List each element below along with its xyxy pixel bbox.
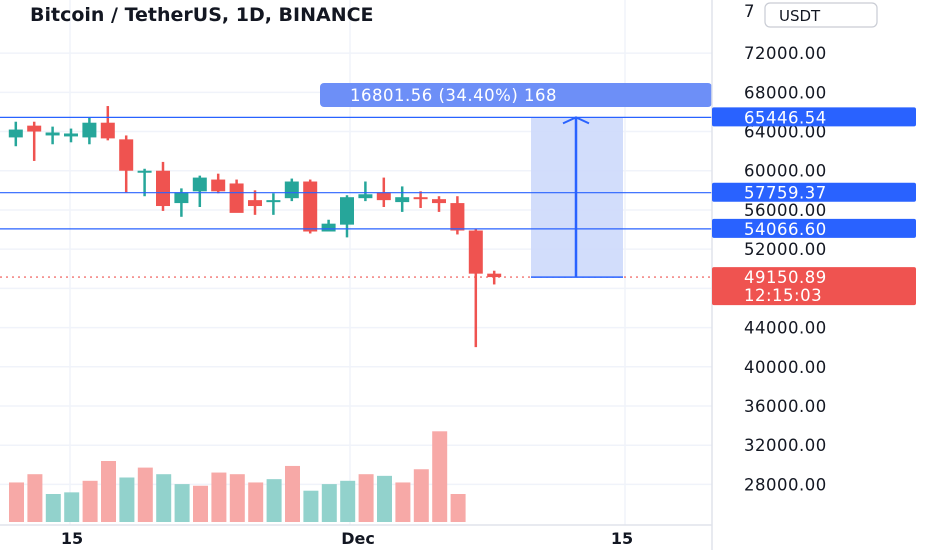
volume-bar	[248, 482, 264, 522]
candle-body[interactable]	[340, 197, 354, 225]
candle-body[interactable]	[174, 192, 189, 204]
volume-bar	[377, 475, 392, 522]
y-tick-label: 44000.00	[744, 319, 827, 338]
price-line-label-box	[712, 182, 916, 202]
y-tick-label: 7	[744, 2, 755, 21]
candle-body[interactable]	[45, 132, 60, 136]
candle-body[interactable]	[468, 230, 483, 274]
y-tick-label: 60000.00	[744, 162, 827, 181]
volume-bar	[101, 461, 116, 522]
volume-bar	[413, 469, 429, 522]
x-tick-label: Dec	[341, 529, 375, 548]
volume-bar	[450, 494, 466, 522]
candle-body[interactable]	[395, 197, 410, 203]
volume-bar	[27, 474, 43, 522]
candle-body[interactable]	[64, 133, 78, 137]
last-price-label-box	[712, 267, 916, 306]
currency-button-label: USDT	[779, 7, 821, 25]
volume-bar	[358, 474, 374, 522]
candle-body[interactable]	[303, 181, 318, 232]
measure-label-box	[320, 83, 712, 107]
candle-body[interactable]	[211, 179, 226, 192]
volume-bar	[156, 474, 172, 522]
volume-bar	[174, 484, 190, 522]
volume-bar	[266, 479, 282, 522]
volume-bar	[137, 467, 153, 522]
volume-bar	[285, 465, 300, 522]
last-price-label: 49150.89	[744, 268, 827, 287]
candle-body[interactable]	[8, 129, 23, 138]
volume-bar	[45, 494, 61, 522]
candle-body[interactable]	[82, 122, 97, 138]
volume-bar	[395, 482, 411, 522]
volume-bar	[340, 480, 356, 522]
candle-body[interactable]	[450, 203, 465, 231]
candle-body[interactable]	[284, 181, 299, 199]
candle-body[interactable]	[156, 170, 170, 207]
candle-body[interactable]	[119, 139, 134, 171]
volume-bar	[303, 490, 319, 522]
y-tick-label: 40000.00	[744, 358, 827, 377]
volume-bar	[82, 480, 98, 522]
candle-body[interactable]	[376, 192, 391, 201]
price-line-label-box	[712, 107, 916, 127]
chart-title: Bitcoin / TetherUS, 1D, BINANCE	[30, 4, 374, 26]
volume-bar	[321, 484, 337, 522]
candle-body[interactable]	[432, 199, 446, 204]
y-tick-label: 36000.00	[744, 397, 827, 416]
volume-bar	[229, 474, 245, 522]
candle-body[interactable]	[100, 122, 115, 139]
y-tick-label: 28000.00	[744, 475, 827, 494]
price-line-label: 57759.37	[744, 184, 827, 203]
price-line-label: 54066.60	[744, 220, 827, 239]
y-tick-label: 52000.00	[744, 240, 827, 259]
countdown-label: 12:15:03	[744, 286, 822, 305]
volume-bar	[432, 431, 448, 522]
volume-bar	[211, 472, 227, 522]
y-tick-label: 56000.00	[744, 201, 827, 220]
y-tick-label: 72000.00	[744, 44, 827, 63]
candle-body[interactable]	[192, 177, 207, 192]
x-tick-label: 15	[611, 529, 633, 548]
volume-bar	[193, 485, 208, 522]
volume-bar	[119, 477, 135, 522]
candle-body[interactable]	[266, 200, 281, 203]
candle-body[interactable]	[413, 197, 428, 200]
measure-label: 16801.56 (34.40%) 168	[350, 86, 557, 105]
x-tick-label: 15	[61, 529, 83, 548]
price-line-label-box	[712, 218, 916, 238]
y-tick-label: 32000.00	[744, 436, 827, 455]
currency-button[interactable]	[764, 2, 878, 28]
volume-bar	[9, 482, 24, 522]
candle-body[interactable]	[358, 194, 373, 199]
candle-body[interactable]	[321, 223, 336, 232]
candle-body[interactable]	[487, 273, 502, 278]
volume-bar	[64, 492, 80, 522]
y-tick-label: 64000.00	[744, 123, 827, 142]
y-tick-label: 68000.00	[744, 83, 827, 102]
candle-body[interactable]	[137, 170, 152, 173]
candle-body[interactable]	[27, 125, 42, 132]
candle-body[interactable]	[229, 183, 244, 213]
price-line-label: 65446.54	[744, 108, 827, 127]
candle-body[interactable]	[248, 200, 262, 207]
